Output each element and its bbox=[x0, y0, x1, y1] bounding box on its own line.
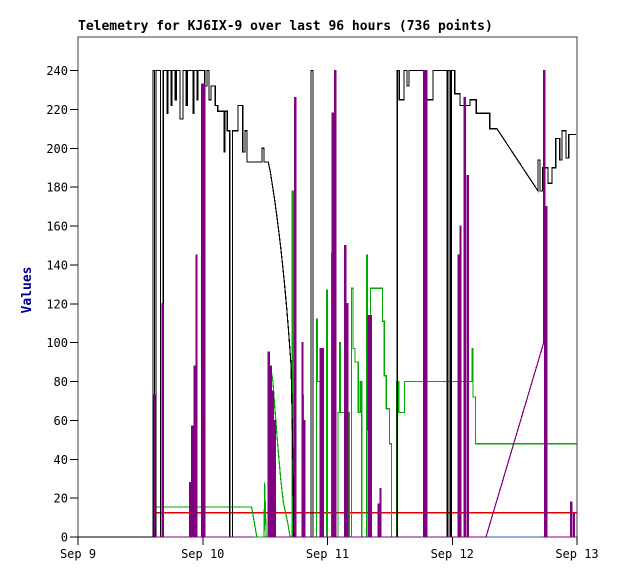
y-tick-label: 80 bbox=[54, 375, 68, 389]
y-tick-label: 160 bbox=[46, 220, 68, 234]
y-tick-label: 220 bbox=[46, 103, 68, 117]
x-tick-label: Sep 11 bbox=[306, 547, 349, 561]
y-tick-label: 120 bbox=[46, 297, 68, 311]
y-tick-label: 60 bbox=[54, 414, 68, 428]
y-tick-label: 200 bbox=[46, 142, 68, 156]
series-channel-black bbox=[78, 69, 576, 538]
x-axis-ticks: Sep 9 Sep 10 Sep 11 Sep 12 Sep 13 bbox=[60, 537, 599, 561]
x-tick-label: Sep 13 bbox=[555, 547, 598, 561]
series-lines bbox=[78, 69, 577, 538]
y-axis-ticks: 0 20 40 60 80 100 120 140 160 180 200 220 240 bbox=[46, 64, 78, 545]
x-tick-label: Sep 12 bbox=[431, 547, 474, 561]
y-tick-label: 180 bbox=[46, 181, 68, 195]
y-tick-label: 100 bbox=[46, 336, 68, 350]
y-tick-label: 0 bbox=[61, 531, 68, 545]
y-tick-label: 140 bbox=[46, 258, 68, 272]
y-tick-label: 240 bbox=[46, 64, 68, 78]
series-channel-green bbox=[152, 190, 577, 538]
y-tick-label: 40 bbox=[54, 453, 68, 467]
series-channel-purple bbox=[153, 69, 577, 538]
chart-title: Telemetry for KJ6IX-9 over last 96 hours… bbox=[78, 19, 493, 34]
x-tick-label: Sep 9 bbox=[60, 547, 96, 561]
y-tick-label: 20 bbox=[54, 492, 68, 506]
y-axis-label: Values bbox=[20, 267, 35, 314]
x-tick-label: Sep 10 bbox=[181, 547, 224, 561]
